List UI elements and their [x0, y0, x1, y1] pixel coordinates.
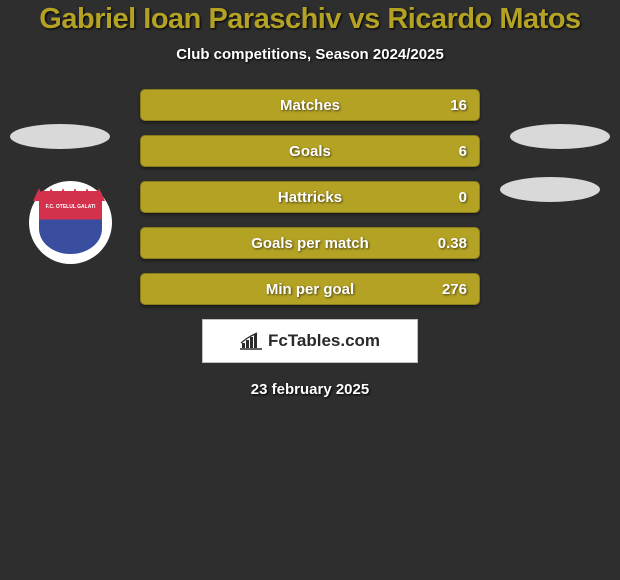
stat-label: Goals — [141, 143, 479, 160]
club-badge-text: F.C. OTELUL GALATI — [39, 205, 102, 211]
player-badge-right-2 — [500, 177, 600, 202]
stat-label: Matches — [141, 97, 479, 114]
date-label: 23 february 2025 — [0, 381, 620, 398]
stat-row-min-per-goal: Min per goal 276 — [140, 273, 480, 305]
stat-row-goals: Goals 6 — [140, 135, 480, 167]
stat-value: 0.38 — [438, 235, 467, 252]
stat-row-hattricks: Hattricks 0 — [140, 181, 480, 213]
stat-value: 16 — [450, 97, 467, 114]
player-badge-left — [10, 124, 110, 149]
brand-text: FcTables.com — [268, 331, 380, 351]
stat-row-goals-per-match: Goals per match 0.38 — [140, 227, 480, 259]
stat-label: Goals per match — [141, 235, 479, 252]
stat-value: 276 — [442, 281, 467, 298]
page-title: Gabriel Ioan Paraschiv vs Ricardo Matos — [0, 3, 620, 36]
stats-table: Matches 16 Goals 6 Hattricks 0 Goals per… — [140, 89, 480, 305]
player-badge-right — [510, 124, 610, 149]
stat-label: Hattricks — [141, 189, 479, 206]
chart-icon — [240, 332, 262, 350]
stat-value: 0 — [459, 189, 467, 206]
subtitle: Club competitions, Season 2024/2025 — [0, 46, 620, 63]
club-badge: F.C. OTELUL GALATI — [29, 181, 112, 264]
stat-row-matches: Matches 16 — [140, 89, 480, 121]
brand-box[interactable]: FcTables.com — [202, 319, 418, 363]
stat-label: Min per goal — [141, 281, 479, 298]
stat-value: 6 — [459, 143, 467, 160]
